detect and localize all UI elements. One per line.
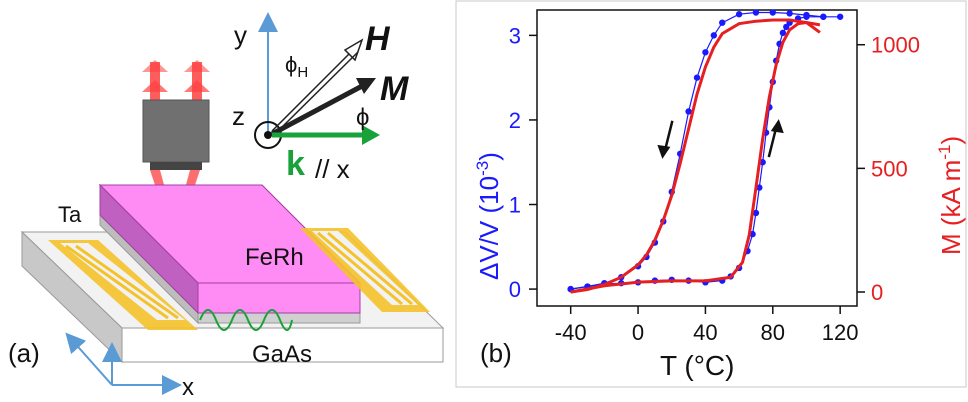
- left-y-axis-label: ΔV/V (10-3): [473, 152, 504, 280]
- h-label: H: [365, 20, 391, 58]
- arrow-head-up: [770, 119, 784, 134]
- signal-cooling-point: [710, 32, 718, 39]
- left-y-ticks: 0 1 2 3: [509, 23, 537, 302]
- signal-heating-point: [756, 184, 763, 191]
- left-y-tick-label: 1: [509, 193, 521, 218]
- signal-cooling-point: [685, 108, 692, 115]
- signal-cooling-point: [820, 13, 827, 20]
- signal-heating-line: [570, 16, 841, 290]
- panel-a: Ta FeRh GaAs (a) x y z ϕH: [8, 12, 445, 401]
- coord-y-label: y: [234, 20, 247, 50]
- magnetization-cooling-line: [570, 18, 821, 294]
- x-tick-label: 80: [761, 320, 785, 345]
- panel-b: -40 0 40 80 120 0 1 2 3 0 500 1000 T (°C) ΔV/V (1…: [473, 9, 966, 381]
- k-parallel-label: // x: [315, 154, 350, 184]
- right-y-tick-label: 1000: [871, 33, 920, 58]
- signal-cooling-point: [786, 10, 793, 17]
- signal-cooling-point: [769, 9, 776, 16]
- right-y-ticks: 0 500 1000: [857, 33, 920, 305]
- panel-b-frame: [455, 0, 967, 388]
- coordinate-system: [254, 12, 380, 149]
- right-y-tick-label: 0: [871, 280, 883, 305]
- arrow-head-down: [657, 144, 671, 159]
- signal-cooling-point: [803, 11, 810, 19]
- chart-annotations: [657, 119, 784, 159]
- ferh-film: [98, 183, 362, 315]
- signal-cooling-line: [570, 11, 824, 290]
- m-label: M: [380, 70, 409, 108]
- right-y-tick-label: 500: [871, 156, 908, 181]
- x-tick-label: 40: [693, 320, 717, 345]
- x-tick-label: 0: [632, 320, 644, 345]
- signal-cooling-point: [719, 19, 726, 26]
- right-y-axis-label: M (kA m-1): [935, 136, 966, 255]
- x-axis-label: T (°C): [660, 350, 734, 381]
- bottom-x-label: x: [182, 374, 194, 401]
- x-ticks: -40 0 40 80 120: [555, 306, 859, 345]
- idt-right: [300, 228, 430, 312]
- signal-heating-point: [752, 209, 760, 217]
- magnetization-heating-line: [570, 20, 821, 294]
- left-y-tick-label: 2: [509, 108, 521, 133]
- x-tick-label: 120: [822, 320, 859, 345]
- phi-label: ϕ: [356, 104, 369, 131]
- coord-z-label: z: [232, 101, 245, 131]
- ta-label: Ta: [58, 202, 82, 227]
- chart-series: [567, 9, 844, 294]
- left-y-tick-label: 0: [509, 277, 521, 302]
- signal-cooling-point: [693, 74, 701, 81]
- phi-h-label: ϕH: [285, 52, 308, 81]
- surface-acoustic-wave: [199, 309, 293, 331]
- signal-heating-point: [836, 13, 844, 20]
- laser-beams: [142, 60, 210, 100]
- panel-a-label: (a): [8, 338, 40, 368]
- signal-cooling-point: [752, 9, 760, 16]
- signal-cooling-point: [702, 49, 709, 56]
- idt-left: [48, 240, 198, 330]
- signal-cooling-point: [735, 11, 743, 18]
- gaas-label: GaAs: [252, 341, 312, 368]
- plot-area: [536, 9, 858, 307]
- signal-heating-point: [779, 29, 787, 37]
- bottom-axes: [65, 332, 182, 395]
- x-tick-label: -40: [555, 320, 587, 345]
- panel-b-label: (b): [480, 338, 512, 368]
- ferh-label: FeRh: [245, 244, 304, 271]
- left-y-tick-label: 3: [509, 23, 521, 48]
- k-label: k: [286, 145, 305, 183]
- objective-lens: [142, 99, 210, 170]
